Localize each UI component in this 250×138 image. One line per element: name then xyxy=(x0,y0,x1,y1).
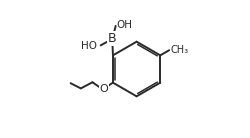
Text: B: B xyxy=(108,32,116,45)
Text: O: O xyxy=(100,84,108,94)
Text: HO: HO xyxy=(80,41,96,51)
Text: OH: OH xyxy=(117,20,133,30)
Text: CH₃: CH₃ xyxy=(170,45,188,55)
